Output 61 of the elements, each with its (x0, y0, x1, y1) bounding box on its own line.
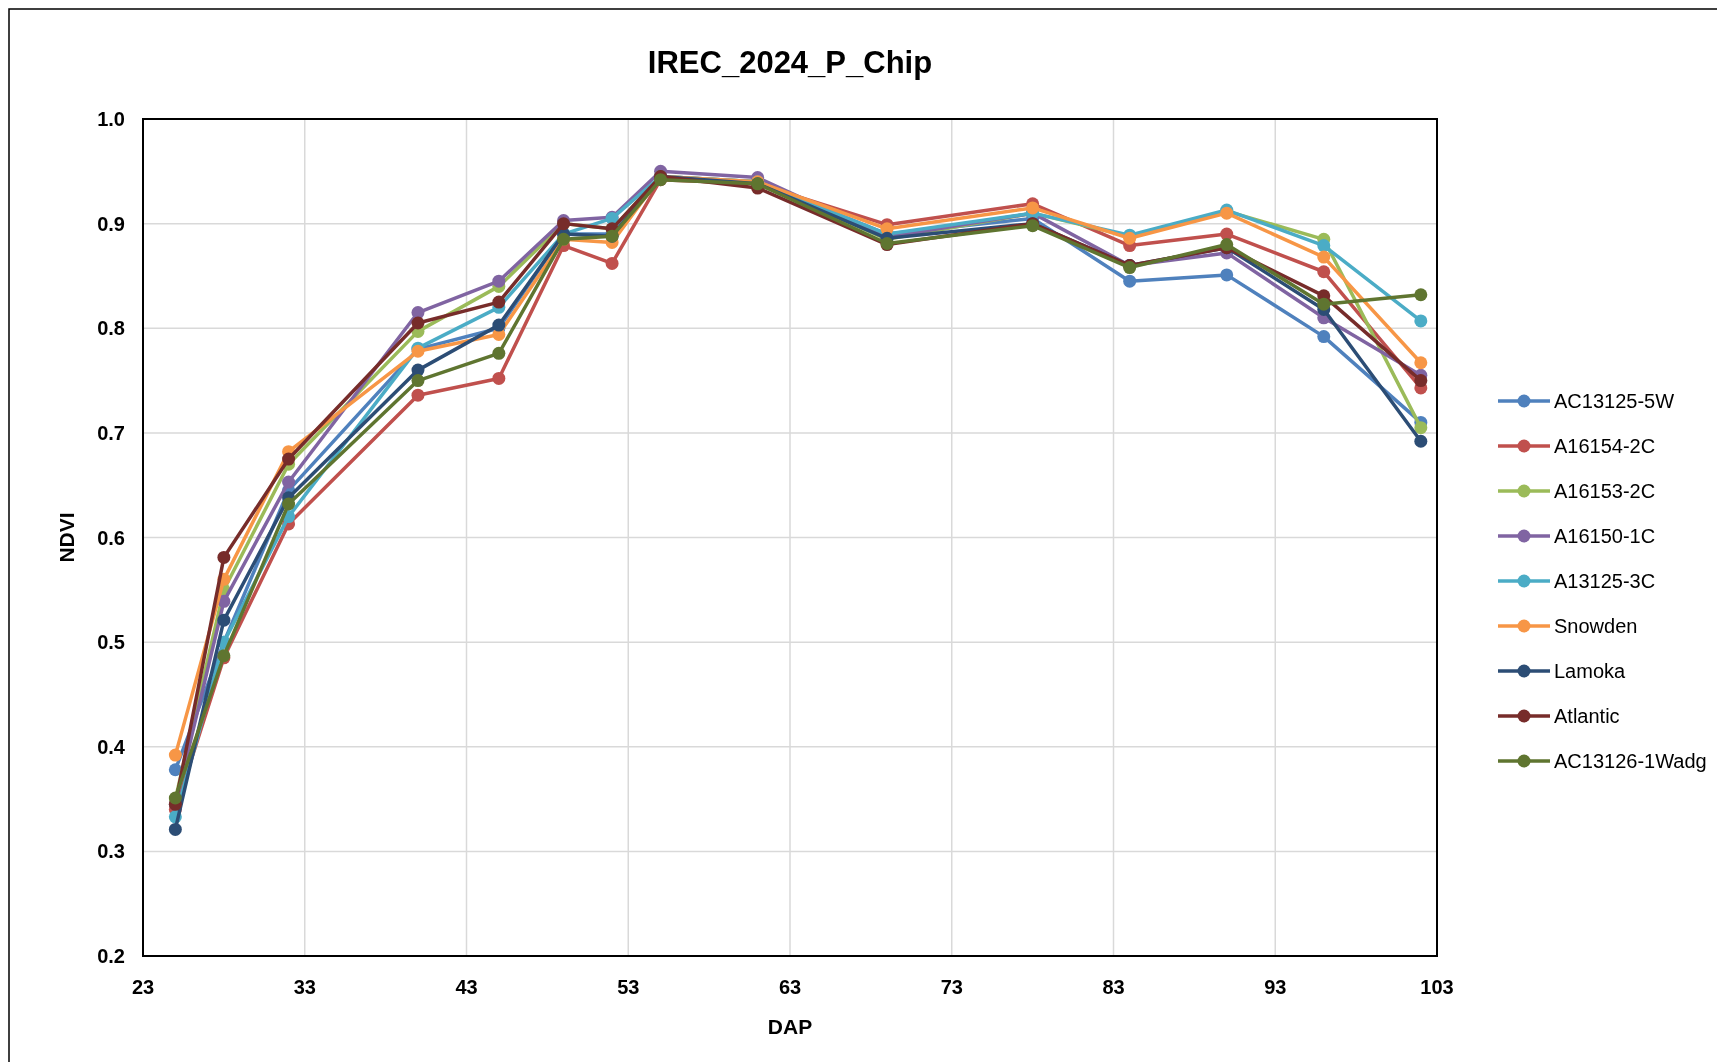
x-tick-label: 43 (455, 976, 478, 998)
point (168, 748, 182, 762)
x-tick-label: 53 (617, 976, 640, 998)
point (282, 475, 296, 489)
legend-label: Lamoka (1554, 660, 1627, 682)
point (1317, 330, 1331, 344)
point (605, 256, 619, 270)
legend-label: Atlantic (1554, 705, 1620, 727)
x-axis-title: DAP (767, 1015, 813, 1038)
y-tick-label: 1.0 (97, 108, 125, 130)
legend-label: A16154-2C (1554, 435, 1656, 457)
legend-label: A16150-1C (1554, 525, 1656, 547)
point (168, 763, 182, 777)
y-tick-label: 0.7 (97, 421, 125, 444)
point (282, 497, 296, 511)
y-tick-label: 0.9 (97, 212, 125, 235)
point (1414, 356, 1428, 370)
point (411, 388, 425, 402)
x-tick-label: 93 (1264, 976, 1287, 998)
x-tick-label: 23 (131, 976, 155, 998)
x-tick-label: 73 (940, 976, 963, 998)
point (1414, 288, 1428, 302)
point (492, 295, 506, 309)
point (411, 316, 425, 330)
x-tick-label: 83 (1102, 976, 1125, 998)
point (1123, 274, 1137, 288)
point (1317, 297, 1331, 311)
y-tick-label: 0.3 (97, 840, 125, 863)
legend-label: A13125-3C (1554, 570, 1656, 592)
point (1220, 268, 1234, 282)
x-tick-label: 103 (1420, 976, 1454, 998)
legend-label: AC13126-1Wadg (1554, 750, 1707, 772)
point (492, 274, 506, 288)
point (282, 452, 296, 466)
point (1414, 434, 1428, 448)
x-tick-label: 33 (293, 976, 316, 998)
y-tick-label: 0.2 (97, 945, 125, 967)
point (1414, 374, 1428, 388)
y-tick-label: 0.4 (97, 735, 126, 758)
point (411, 374, 425, 388)
point (1317, 250, 1331, 264)
point (1414, 314, 1428, 328)
point (411, 306, 425, 320)
point (1317, 239, 1331, 253)
y-tick-label: 0.6 (97, 526, 125, 549)
legend-label: Snowden (1554, 615, 1638, 637)
y-tick-label: 0.5 (97, 631, 125, 654)
x-tick-label: 63 (778, 976, 802, 998)
point (168, 822, 182, 836)
point (1414, 421, 1428, 435)
point (1026, 201, 1040, 215)
chart-title: IREC_2024_P_Chip (647, 45, 933, 80)
y-tick-label: 0.8 (97, 317, 125, 340)
point (217, 550, 231, 564)
point (492, 346, 506, 360)
legend-label: A16153-2C (1554, 480, 1656, 502)
y-axis-title: NDVI (55, 512, 78, 563)
point (492, 371, 506, 385)
point (1317, 265, 1331, 279)
legend-label: AC13125-5W (1554, 390, 1675, 412)
point (217, 613, 231, 627)
